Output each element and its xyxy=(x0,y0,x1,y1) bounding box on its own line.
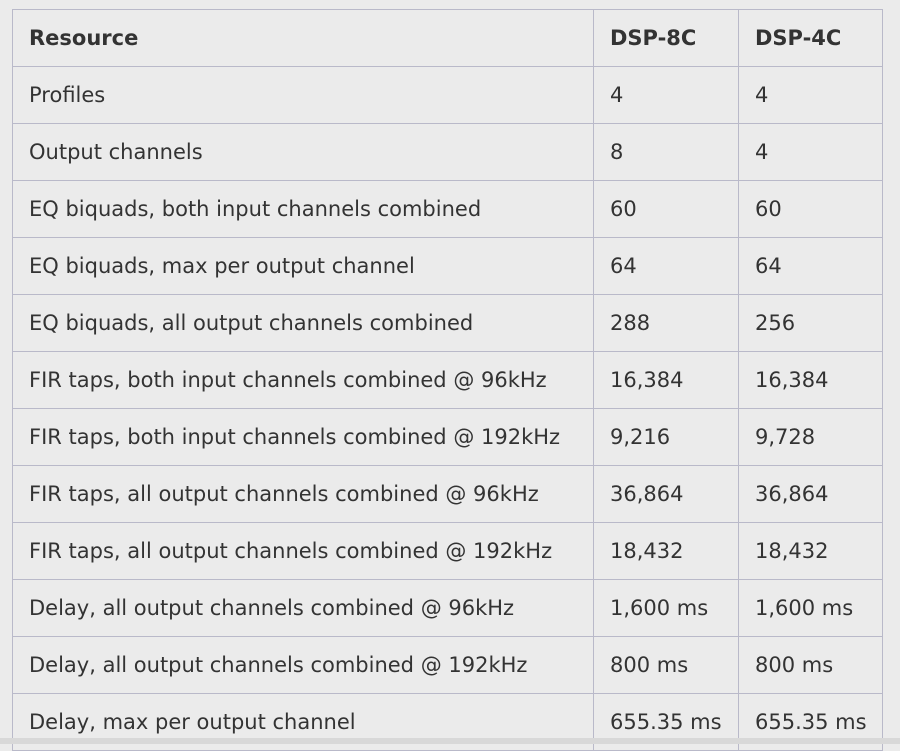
cell-dsp-4c: 256 xyxy=(738,294,883,352)
column-header-resource: Resource xyxy=(12,9,594,67)
cell-dsp-8c: 60 xyxy=(593,180,739,238)
table-row: Delay, all output channels combined @ 96… xyxy=(12,579,883,637)
cell-resource: Delay, all output channels combined @ 19… xyxy=(12,636,594,694)
table-row: EQ biquads, all output channels combined… xyxy=(12,294,883,352)
cell-dsp-8c: 4 xyxy=(593,66,739,124)
table-row: FIR taps, both input channels combined @… xyxy=(12,408,883,466)
cell-dsp-4c: 18,432 xyxy=(738,522,883,580)
cell-dsp-8c: 18,432 xyxy=(593,522,739,580)
resource-table: Resource DSP-8C DSP-4C Profiles 4 4 Outp… xyxy=(12,9,883,751)
table-row: Output channels 8 4 xyxy=(12,123,883,181)
cell-dsp-4c: 1,600 ms xyxy=(738,579,883,637)
table-header-row: Resource DSP-8C DSP-4C xyxy=(12,9,883,67)
column-header-dsp-4c: DSP-4C xyxy=(738,9,883,67)
cell-dsp-8c: 1,600 ms xyxy=(593,579,739,637)
cell-resource: Output channels xyxy=(12,123,594,181)
cell-dsp-8c: 16,384 xyxy=(593,351,739,409)
cell-dsp-4c: 4 xyxy=(738,123,883,181)
table-row: EQ biquads, both input channels combined… xyxy=(12,180,883,238)
cell-dsp-8c: 9,216 xyxy=(593,408,739,466)
cell-resource: EQ biquads, max per output channel xyxy=(12,237,594,295)
bottom-edge-shadow xyxy=(0,738,900,744)
cell-dsp-8c: 36,864 xyxy=(593,465,739,523)
cell-resource: FIR taps, all output channels combined @… xyxy=(12,522,594,580)
resource-table-container: Resource DSP-8C DSP-4C Profiles 4 4 Outp… xyxy=(12,9,883,751)
cell-dsp-4c: 36,864 xyxy=(738,465,883,523)
cell-resource: EQ biquads, all output channels combined xyxy=(12,294,594,352)
table-row: FIR taps, all output channels combined @… xyxy=(12,465,883,523)
cell-dsp-8c: 288 xyxy=(593,294,739,352)
cell-dsp-4c: 4 xyxy=(738,66,883,124)
cell-dsp-4c: 64 xyxy=(738,237,883,295)
cell-resource: FIR taps, both input channels combined @… xyxy=(12,351,594,409)
cell-dsp-8c: 800 ms xyxy=(593,636,739,694)
table-row: EQ biquads, max per output channel 64 64 xyxy=(12,237,883,295)
cell-dsp-4c: 800 ms xyxy=(738,636,883,694)
table-row: Profiles 4 4 xyxy=(12,66,883,124)
cell-resource: Delay, all output channels combined @ 96… xyxy=(12,579,594,637)
cell-dsp-8c: 8 xyxy=(593,123,739,181)
table-row: Delay, all output channels combined @ 19… xyxy=(12,636,883,694)
cell-resource: FIR taps, all output channels combined @… xyxy=(12,465,594,523)
cell-resource: FIR taps, both input channels combined @… xyxy=(12,408,594,466)
cell-dsp-4c: 9,728 xyxy=(738,408,883,466)
cell-resource: EQ biquads, both input channels combined xyxy=(12,180,594,238)
table-row: FIR taps, all output channels combined @… xyxy=(12,522,883,580)
cell-dsp-8c: 64 xyxy=(593,237,739,295)
column-header-dsp-8c: DSP-8C xyxy=(593,9,739,67)
cell-resource: Profiles xyxy=(12,66,594,124)
cell-dsp-4c: 16,384 xyxy=(738,351,883,409)
cell-dsp-4c: 60 xyxy=(738,180,883,238)
table-row: FIR taps, both input channels combined @… xyxy=(12,351,883,409)
